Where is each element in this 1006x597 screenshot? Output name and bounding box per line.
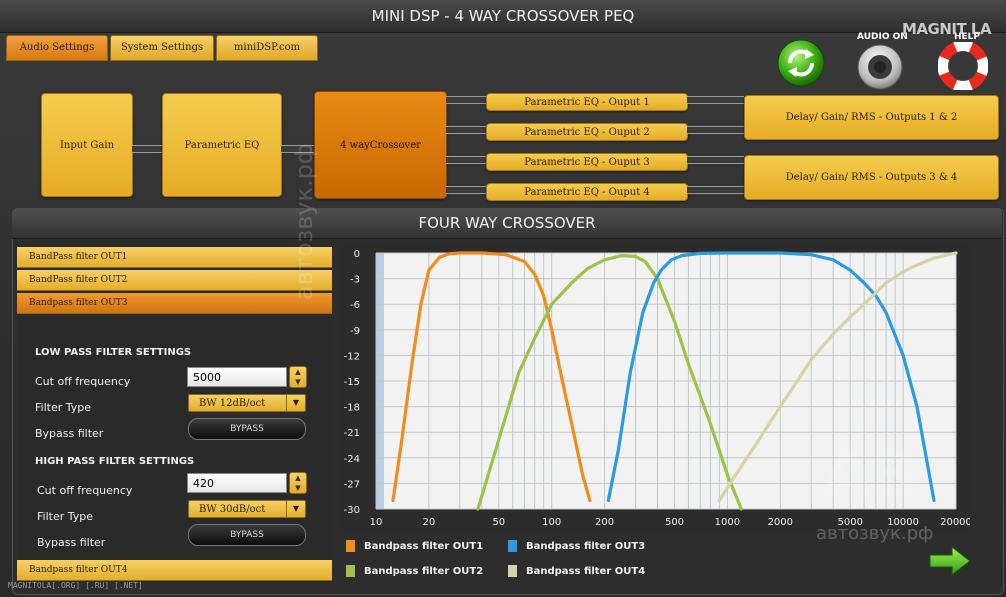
input-gain-block[interactable]: Input Gain	[41, 93, 133, 197]
series-line-out3	[606, 251, 936, 503]
filter-tab-out2[interactable]: BandPass filter OUT2	[17, 270, 332, 291]
y-tick-label: -12	[344, 351, 360, 362]
connector	[132, 145, 162, 153]
watermark-bottom-right: автозвук.рф	[816, 523, 934, 544]
x-tick-label: 200	[595, 517, 614, 528]
x-tick-label: 50	[492, 517, 505, 528]
lifebuoy-icon[interactable]	[937, 40, 989, 92]
x-tick-label: 10000	[887, 517, 919, 528]
low-pass-bypass-button[interactable]: BYPASS	[188, 418, 306, 440]
footer-watermark: MAGNITOLA[.ORG] [.RU] [.NET]	[8, 581, 143, 590]
x-tick-label: 5000	[837, 517, 862, 528]
low-pass-type-label: Filter Type	[35, 401, 92, 414]
y-tick-label: -3	[350, 275, 360, 286]
delay-gain-rms-outputs-3-4[interactable]: Delay/ Gain/ RMS - Outputs 3 & 4	[744, 155, 999, 200]
high-pass-bypass-button[interactable]: BYPASS	[188, 524, 306, 546]
connector	[687, 126, 744, 134]
tab-audio-settings[interactable]: Audio Settings	[6, 35, 108, 61]
legend-label-out2: Bandpass filter OUT2	[364, 566, 484, 577]
high-pass-cutoff-label: Cut off frequency	[37, 484, 133, 497]
y-tick-label: -30	[344, 505, 360, 516]
legend-out1: Bandpass filter OUT1	[346, 540, 483, 552]
low-pass-type-value: BW 12dB/oct	[199, 398, 266, 409]
high-pass-type-select[interactable]: BW 30dB/oct ▼	[188, 500, 306, 518]
crossover-chart: 0 -3 -6 -9 -12 -15 -18 -21 -24 -27 -30 10 20 50 100 200…	[338, 243, 970, 533]
high-pass-bypass-label: Bypass filter	[37, 536, 106, 549]
low-pass-title: LOW PASS FILTER SETTINGS	[35, 347, 192, 358]
connector	[446, 156, 486, 164]
x-tick-label: 20	[423, 517, 436, 528]
high-pass-cutoff-stepper[interactable]: ▲ ▼	[289, 472, 307, 494]
parametric-eq-output-4[interactable]: Parametric EQ - Ouput 4	[486, 183, 688, 201]
brand-logo: MAGNIT LA	[902, 20, 992, 38]
low-pass-type-select[interactable]: BW 12dB/oct ▼	[188, 394, 306, 412]
legend-out3: Bandpass filter OUT3	[508, 540, 645, 552]
refresh-icon[interactable]	[776, 38, 826, 88]
low-pass-cutoff-input[interactable]: 5000	[187, 367, 287, 387]
legend-label-out3: Bandpass filter OUT3	[526, 541, 646, 552]
parametric-eq-output-1[interactable]: Parametric EQ - Ouput 1	[486, 93, 688, 111]
y-tick-label: -15	[344, 377, 360, 388]
x-tick-label: 500	[665, 517, 684, 528]
parametric-eq-output-2[interactable]: Parametric EQ - Ouput 2	[486, 123, 688, 141]
legend-out2: Bandpass filter OUT2	[346, 565, 483, 577]
window-title: MINI DSP - 4 WAY CROSSOVER PEQ	[0, 0, 1006, 33]
y-tick-label: -24	[344, 454, 360, 465]
legend-swatch-out1	[346, 540, 355, 552]
legend-swatch-out2	[346, 565, 355, 577]
y-tick-label: 0	[354, 249, 360, 260]
y-tick-label: -6	[350, 300, 360, 311]
legend-label-out4: Bandpass filter OUT4	[526, 566, 646, 577]
y-tick-label: -21	[344, 428, 360, 439]
series-line-out4	[717, 251, 958, 503]
high-pass-cutoff-input[interactable]: 420	[187, 473, 287, 493]
legend-swatch-out4	[508, 565, 517, 577]
delay-gain-rms-outputs-1-2[interactable]: Delay/ Gain/ RMS - Outputs 1 & 2	[744, 95, 999, 140]
connector	[446, 126, 486, 134]
high-pass-title: HIGH PASS FILTER SETTINGS	[35, 456, 195, 467]
filter-tab-out3[interactable]: Bandpass filter OUT3	[17, 293, 332, 314]
high-pass-type-label: Filter Type	[37, 510, 94, 523]
filter-tab-out1[interactable]: BandPass filter OUT1	[17, 247, 332, 268]
series-line-out2	[476, 254, 743, 511]
low-pass-cutoff-stepper[interactable]: ▲ ▼	[289, 366, 307, 388]
audio-on-label: AUDIO ON	[857, 32, 908, 42]
tab-system-settings[interactable]: System Settings	[110, 35, 214, 61]
connector	[687, 156, 744, 164]
x-tick-label: 20000	[940, 517, 970, 528]
low-pass-cutoff-label: Cut off frequency	[35, 375, 131, 388]
chevron-down-icon: ▼	[286, 395, 305, 411]
parametric-eq-block[interactable]: Parametric EQ	[162, 93, 282, 197]
legend-out4: Bandpass filter OUT4	[508, 565, 645, 577]
crossover-block[interactable]: 4 wayCrossover	[314, 91, 447, 199]
x-tick-label: 2000	[768, 517, 793, 528]
help-label: HELP	[954, 32, 981, 42]
watermark-logo: АЗ	[822, 438, 917, 512]
legend-swatch-out3	[508, 540, 517, 552]
x-tick-label: 1000	[715, 517, 740, 528]
filter-tab-out4[interactable]: Bandpass filter OUT4	[17, 560, 332, 581]
panel-title: FOUR WAY CROSSOVER	[12, 208, 1002, 239]
connector	[446, 186, 486, 194]
connector	[281, 145, 314, 153]
y-tick-label: -9	[350, 326, 360, 337]
series-line-out1	[391, 251, 592, 503]
x-tick-label: 100	[542, 517, 561, 528]
connector	[446, 96, 486, 104]
high-pass-type-value: BW 30dB/oct	[199, 504, 266, 515]
chevron-down-icon: ▼	[286, 501, 305, 517]
next-arrow-icon[interactable]	[928, 545, 972, 577]
x-tick-label: 10	[370, 517, 383, 528]
watermark-vertical: автозвук.рф	[290, 143, 318, 300]
tab-minidsp-com[interactable]: miniDSP.com	[216, 35, 318, 61]
y-tick-label: -18	[344, 403, 360, 414]
legend-label-out1: Bandpass filter OUT1	[364, 541, 484, 552]
y-tick-label: -27	[344, 479, 360, 490]
speaker-icon[interactable]	[856, 44, 904, 90]
parametric-eq-output-3[interactable]: Parametric EQ - Ouput 3	[486, 153, 688, 171]
low-pass-bypass-label: Bypass filter	[35, 427, 104, 440]
connector	[687, 186, 744, 194]
connector	[687, 96, 744, 104]
